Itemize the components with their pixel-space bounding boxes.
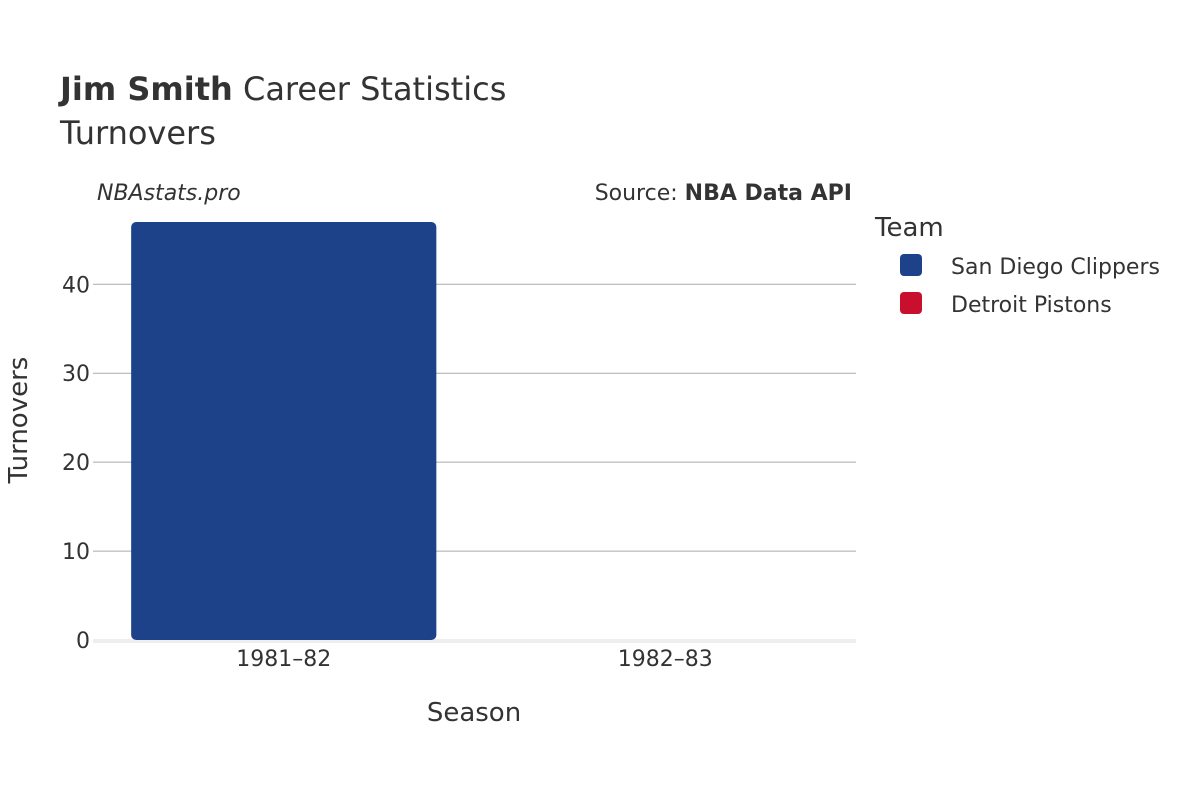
- legend-swatch: [900, 254, 922, 276]
- legend-label[interactable]: Detroit Pistons: [951, 293, 1112, 318]
- bar[interactable]: [131, 222, 437, 640]
- x-tick-label: 1981–82: [236, 647, 331, 672]
- watermark: NBAstats.pro: [97, 181, 241, 206]
- legend: Team San Diego Clippers Detroit Pistons: [874, 213, 1160, 318]
- y-axis-title: Turnovers: [4, 357, 34, 485]
- player-name: Jim Smith: [58, 70, 233, 108]
- source-credit: Source: NBA Data API: [595, 181, 852, 206]
- source-prefix: Source:: [595, 181, 685, 206]
- title-rest: Career Statistics: [233, 70, 507, 108]
- x-axis-ticks: 1981–82 1982–83: [236, 647, 712, 672]
- x-axis-title: Season: [427, 698, 521, 728]
- legend-label[interactable]: San Diego Clippers: [951, 255, 1160, 280]
- y-tick-label: 20: [62, 451, 90, 476]
- y-axis-ticks: 0 10 20 30 40: [62, 273, 90, 654]
- legend-swatch: [900, 292, 922, 314]
- y-tick-label: 30: [62, 362, 90, 387]
- chart-title: Jim Smith Career Statistics: [58, 70, 506, 108]
- source-name: NBA Data API: [685, 181, 852, 206]
- y-tick-label: 10: [62, 540, 90, 565]
- chart-subtitle: Turnovers: [59, 114, 216, 152]
- y-tick-label: 40: [62, 273, 90, 298]
- y-tick-label: 0: [76, 629, 90, 654]
- bars: [131, 222, 437, 640]
- x-tick-label: 1982–83: [618, 647, 713, 672]
- legend-title: Team: [874, 213, 944, 243]
